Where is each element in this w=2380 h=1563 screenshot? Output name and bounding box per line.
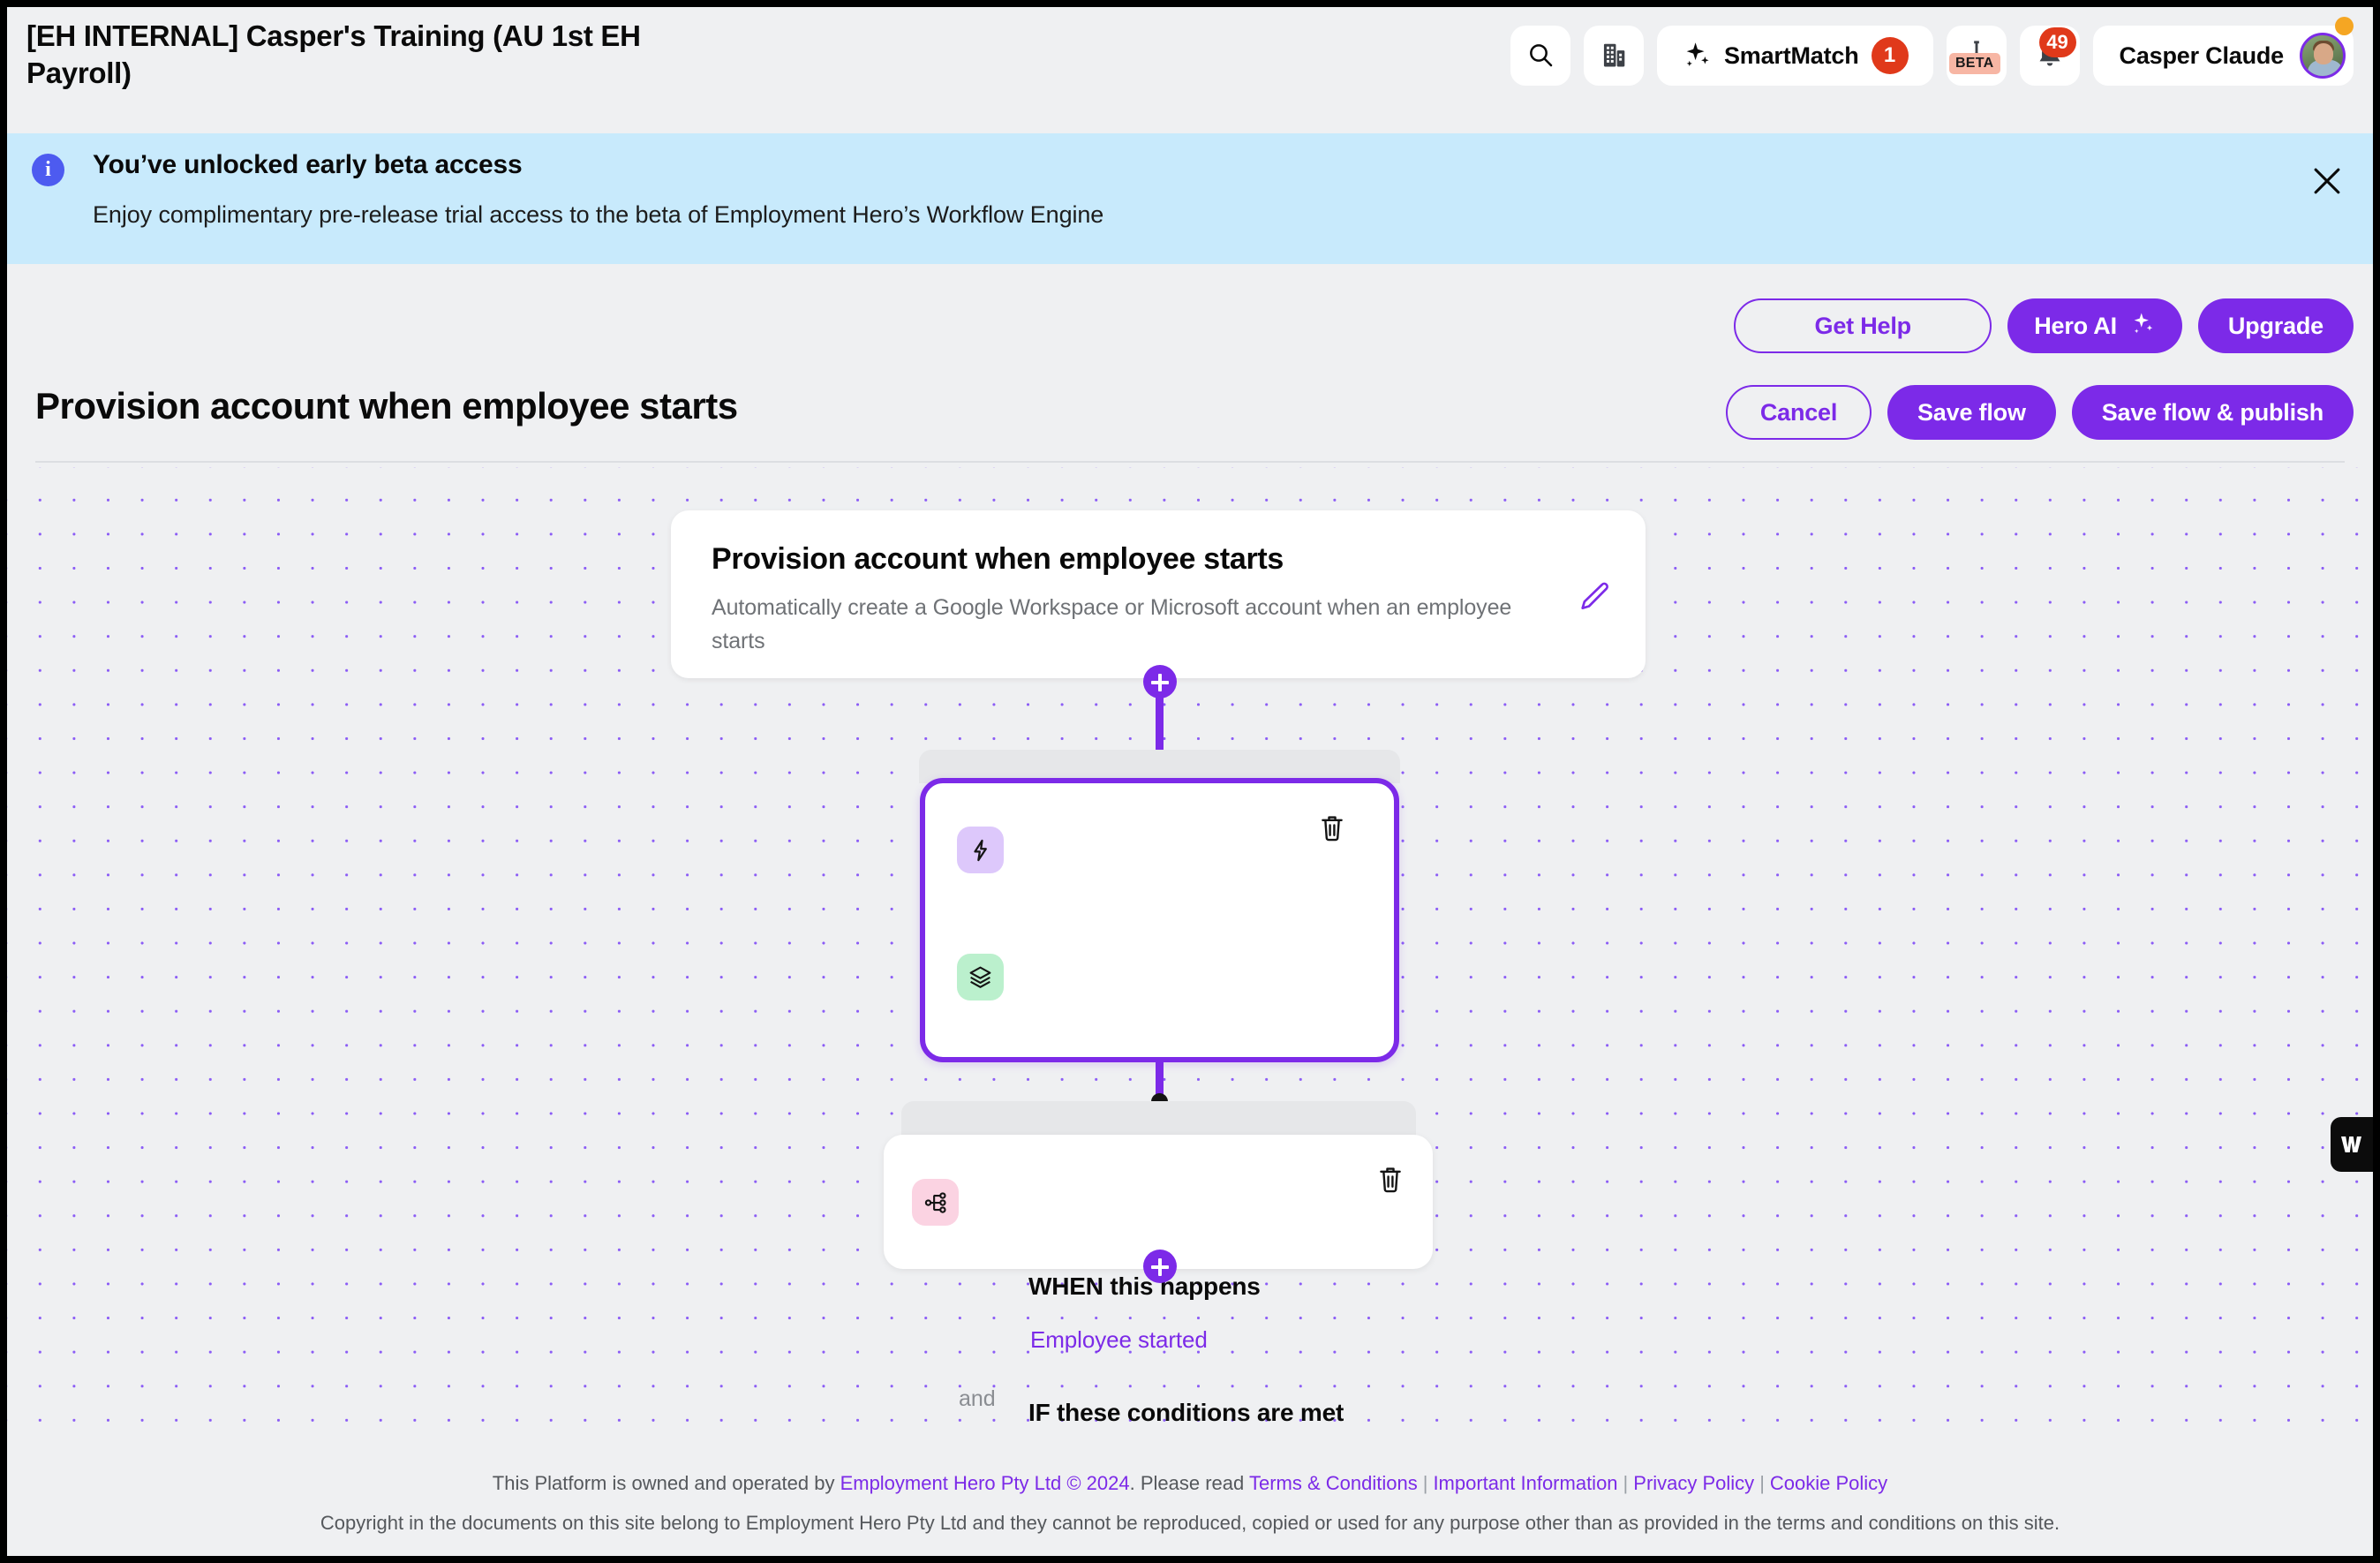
trigger-conditions-card[interactable] bbox=[920, 778, 1399, 1062]
banner-title: You’ve unlocked early beta access bbox=[93, 150, 523, 179]
pencil-icon[interactable] bbox=[1577, 579, 1612, 615]
footer-line-2: Copyright in the documents on this site … bbox=[320, 1512, 2060, 1534]
action-group-header bbox=[901, 1101, 1416, 1138]
flow-header-description: Automatically create a Google Workspace … bbox=[712, 595, 1512, 653]
footer-line-1: This Platform is owned and operated by E… bbox=[7, 1472, 2373, 1495]
footer-prefix: This Platform is owned and operated by bbox=[492, 1472, 840, 1494]
terms-link[interactable]: Terms & Conditions bbox=[1248, 1472, 1418, 1494]
smartmatch-count-badge: 1 bbox=[1871, 37, 1909, 74]
hero-ai-button[interactable]: Hero AI bbox=[2007, 298, 2182, 353]
flow-header-card[interactable]: Provision account when employee starts A… bbox=[671, 510, 1646, 678]
beta-access-banner bbox=[7, 133, 2373, 264]
lightning-icon bbox=[957, 827, 1004, 873]
connector-line-2 bbox=[1156, 1057, 1164, 1103]
save-flow-and-publish-button[interactable]: Save flow & publish bbox=[2071, 385, 2354, 440]
trash-icon[interactable] bbox=[1317, 812, 1347, 845]
layers-icon bbox=[957, 954, 1004, 1000]
get-help-button[interactable]: Get Help bbox=[1734, 298, 1992, 353]
hero-ai-label: Hero AI bbox=[2034, 312, 2117, 339]
trash-icon[interactable] bbox=[1375, 1163, 1405, 1197]
page-footer: This Platform is owned and operated by E… bbox=[7, 1447, 2373, 1556]
page-title: Provision account when employee starts bbox=[35, 385, 738, 427]
save-flow-button[interactable]: Save flow bbox=[1887, 385, 2056, 440]
flow-header-title: Provision account when employee starts bbox=[712, 542, 1284, 576]
cookie-policy-link[interactable]: Cookie Policy bbox=[1769, 1472, 1888, 1494]
smartmatch-label: SmartMatch bbox=[1723, 42, 1859, 69]
upgrade-button[interactable]: Upgrade bbox=[2197, 298, 2354, 353]
status-dot bbox=[2335, 17, 2354, 35]
user-name: Casper Claude bbox=[2119, 42, 2285, 69]
banner-subtitle: Enjoy complimentary pre-release trial ac… bbox=[93, 201, 1104, 228]
when-value[interactable]: Employee started bbox=[1030, 1326, 1208, 1353]
cancel-button[interactable]: Cancel bbox=[1726, 385, 1872, 440]
primary-action-row: Cancel Save flow Save flow & publish bbox=[1726, 385, 2354, 440]
close-icon[interactable] bbox=[2308, 162, 2346, 200]
workflow-canvas[interactable]: Provision account when employee starts A… bbox=[7, 467, 2373, 1447]
smartmatch-button[interactable]: SmartMatch 1 bbox=[1656, 26, 1933, 86]
separator: | bbox=[1759, 1472, 1765, 1494]
workspace-tab-button[interactable] bbox=[2331, 1117, 2373, 1172]
notifications-button[interactable]: 49 bbox=[2019, 26, 2080, 86]
sparkle-icon bbox=[1682, 40, 1712, 72]
and-joiner-label: and bbox=[959, 1386, 996, 1411]
separator: | bbox=[1623, 1472, 1629, 1494]
app-root: [EH INTERNAL] Casper's Training (AU 1st … bbox=[7, 7, 2373, 1556]
company-link[interactable]: Employment Hero Pty Ltd © 2024 bbox=[840, 1472, 1130, 1494]
add-node-button-2[interactable] bbox=[1143, 1250, 1177, 1283]
important-info-link[interactable]: Important Information bbox=[1433, 1472, 1618, 1494]
connector-line-1 bbox=[1156, 676, 1164, 753]
sparkle-icon bbox=[2129, 310, 2156, 343]
if-heading: IF these conditions are met bbox=[1028, 1399, 1344, 1426]
building-icon bbox=[1600, 41, 1627, 72]
w-logo-icon bbox=[2341, 1136, 2361, 1152]
user-menu-button[interactable]: Casper Claude bbox=[2092, 26, 2354, 86]
privacy-policy-link[interactable]: Privacy Policy bbox=[1633, 1472, 1755, 1494]
top-header-bar: [EH INTERNAL] Casper's Training (AU 1st … bbox=[7, 7, 2373, 133]
beta-tag: BETA bbox=[1948, 53, 2000, 74]
divider bbox=[35, 461, 2345, 463]
organisation-title: [EH INTERNAL] Casper's Training (AU 1st … bbox=[26, 19, 641, 89]
separator: | bbox=[1422, 1472, 1428, 1494]
add-node-button-1[interactable] bbox=[1143, 665, 1177, 698]
avatar bbox=[2300, 33, 2346, 79]
secondary-action-row: Get Help Hero AI Upgrade bbox=[1734, 298, 2354, 353]
trigger-group-header bbox=[919, 750, 1400, 783]
notification-count-badge: 49 bbox=[2038, 27, 2076, 57]
footer-mid: . Please read bbox=[1129, 1472, 1249, 1494]
info-icon: i bbox=[32, 154, 64, 186]
search-button[interactable] bbox=[1510, 26, 1570, 86]
beta-lab-button[interactable]: BETA bbox=[1946, 26, 2007, 86]
action-card[interactable] bbox=[884, 1135, 1433, 1269]
organisation-switch-button[interactable] bbox=[1583, 26, 1644, 86]
when-heading: WHEN this happens bbox=[1028, 1272, 1261, 1300]
header-actions: SmartMatch 1 BETA 49 bbox=[1510, 26, 2354, 86]
search-icon bbox=[1526, 41, 1555, 72]
branch-icon bbox=[912, 1179, 959, 1226]
